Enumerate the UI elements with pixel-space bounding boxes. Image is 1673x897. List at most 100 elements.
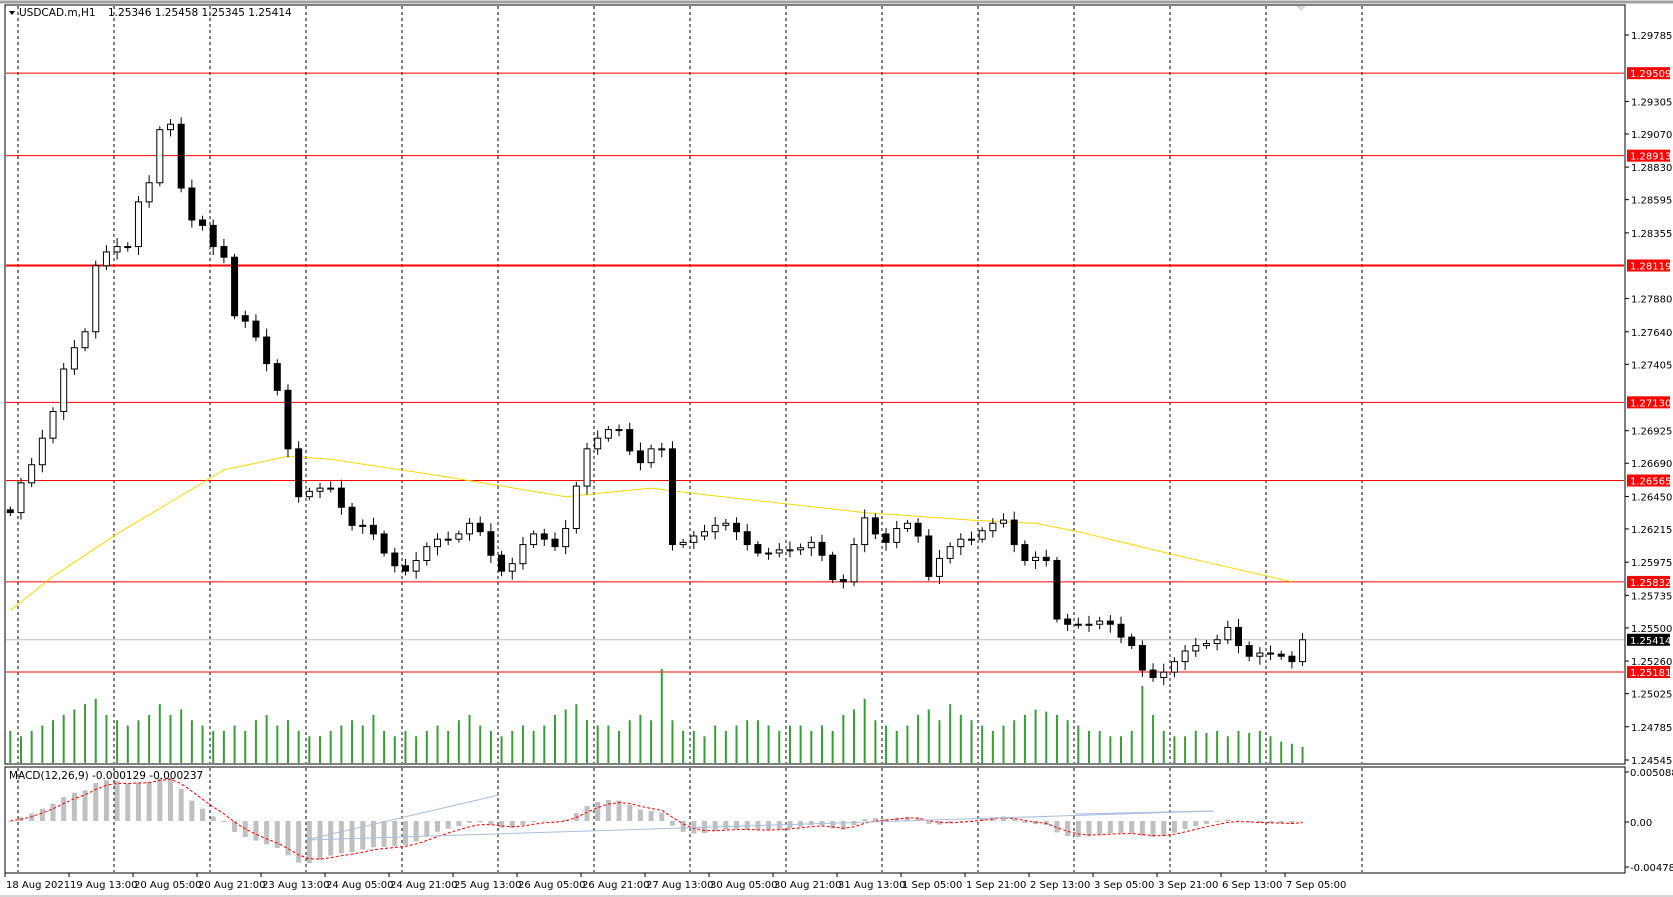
candle-body <box>1170 661 1178 673</box>
price-tick-label: 1.24785 <box>1631 723 1672 734</box>
macd-tick-label: -0.004788 <box>1630 863 1673 874</box>
candle-body <box>1042 556 1050 561</box>
candle <box>604 426 612 442</box>
one-click-trading-icon[interactable] <box>1296 6 1306 11</box>
level-price-tag <box>1627 575 1670 588</box>
level-price-label: 1.25181 <box>1630 668 1671 679</box>
volume-bar <box>169 714 172 763</box>
macd-trendlines[interactable] <box>305 794 1215 841</box>
candle-body <box>1277 653 1285 657</box>
candle-body <box>476 522 484 533</box>
candle <box>231 253 239 320</box>
macd-histogram-bar <box>296 821 302 863</box>
volume-bar <box>607 725 610 763</box>
candle <box>305 487 313 501</box>
volume-bar <box>297 730 300 763</box>
candle <box>1256 647 1264 665</box>
macd-histogram-bar <box>71 792 77 821</box>
candle <box>978 527 986 543</box>
volume-bar <box>158 704 161 763</box>
candle-body <box>647 448 655 464</box>
candle-body <box>775 549 783 554</box>
candle-body <box>551 538 559 548</box>
price-tick-label: 1.25260 <box>1631 657 1672 668</box>
candle-body <box>1085 623 1093 626</box>
time-tick-label: 27 Aug 13:00 <box>646 880 713 891</box>
macd-histogram-bar <box>413 821 419 842</box>
candle-body <box>199 219 207 226</box>
candle <box>690 530 698 550</box>
trendline[interactable] <box>305 810 1215 841</box>
volume-bar <box>799 725 802 763</box>
candle-body <box>1021 544 1029 561</box>
time-tick-label: 20 Aug 21:00 <box>198 880 265 891</box>
macd-histogram-bar <box>1086 821 1092 837</box>
candle <box>28 457 36 488</box>
volume-bar <box>842 714 845 763</box>
macd-histogram-bar <box>552 821 558 822</box>
candle <box>1149 663 1157 682</box>
macd-histogram-bar <box>93 783 99 821</box>
volume-bar <box>126 725 129 763</box>
volume-bar <box>468 714 471 763</box>
candle <box>17 477 25 520</box>
trendline[interactable] <box>1074 810 1215 815</box>
level-price-label: 1.28119 <box>1630 262 1671 273</box>
candle <box>957 533 965 556</box>
macd-histogram-bar <box>734 821 740 829</box>
volume-bar <box>233 725 236 763</box>
candle-body <box>636 450 644 464</box>
candle <box>177 117 185 193</box>
candle <box>1170 657 1178 678</box>
candle-body <box>273 363 281 391</box>
macd-pane[interactable] <box>4 766 1626 874</box>
volume-bar <box>1087 730 1090 763</box>
macd-histogram-bar <box>541 821 547 822</box>
macd-histogram-bar <box>712 821 718 832</box>
macd-histogram-bar <box>1097 821 1103 835</box>
candle-body <box>701 531 708 537</box>
candle <box>1267 645 1275 661</box>
candle <box>839 574 847 589</box>
macd-histogram-bar <box>936 821 942 825</box>
time-tick-label: 19 Aug 13:00 <box>70 880 137 891</box>
triangle-down-icon[interactable] <box>9 11 15 15</box>
candle <box>476 516 484 536</box>
time-tick-label: 3 Sep 05:00 <box>1094 880 1154 891</box>
volume-bar <box>1109 736 1112 763</box>
trendline[interactable] <box>305 794 500 841</box>
volume-bar <box>746 720 749 763</box>
candle-body <box>925 535 933 577</box>
macd-histogram-bar <box>563 819 569 821</box>
grid-lines <box>17 6 1363 872</box>
candle <box>861 509 869 553</box>
main-pane[interactable] <box>4 4 1626 765</box>
candle <box>882 527 890 551</box>
candle-body <box>434 538 441 548</box>
candle-body <box>369 524 377 535</box>
macd-histogram-bar <box>1129 821 1135 834</box>
candle <box>1224 620 1232 645</box>
candle <box>327 481 335 493</box>
current-price-tag <box>1627 633 1670 646</box>
macd-histogram-bar <box>1193 821 1199 827</box>
volume-bar <box>532 730 535 763</box>
macd-histogram-bar <box>424 821 430 837</box>
candle <box>765 547 773 560</box>
volume-bar <box>1162 730 1165 763</box>
macd-histogram-bar <box>1182 821 1188 830</box>
volume-bar <box>521 725 524 763</box>
candle <box>733 517 741 541</box>
candle-body <box>145 182 153 203</box>
candle-body <box>1117 623 1125 638</box>
volume-bar <box>1237 730 1240 763</box>
candle-body <box>487 531 495 556</box>
price-tick-label: 1.26925 <box>1631 427 1672 438</box>
macd-histogram-bar <box>851 821 857 826</box>
candle-body <box>935 557 943 577</box>
macd-histogram-bar <box>402 821 408 845</box>
candle-body <box>1245 645 1253 657</box>
volume-bar <box>906 725 909 763</box>
